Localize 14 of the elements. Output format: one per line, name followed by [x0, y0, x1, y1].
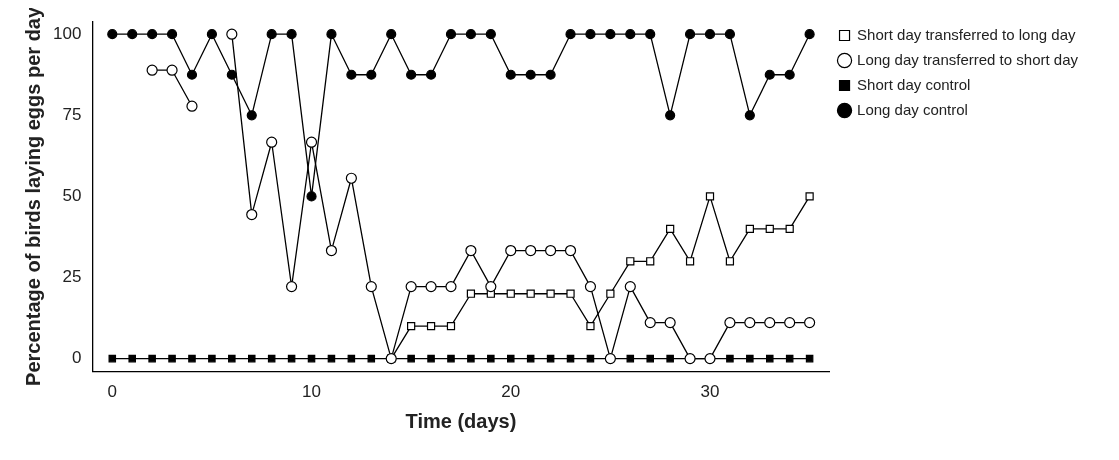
- x-tick-label: 0: [107, 382, 118, 402]
- y-tick-label: 100: [52, 23, 82, 43]
- x-tick-label: 20: [501, 382, 521, 402]
- x-tick-label: 30: [700, 382, 720, 402]
- legend-label: Short day control: [857, 75, 971, 93]
- y-tick-label: 25: [62, 267, 82, 287]
- y-tick-label: 75: [62, 104, 82, 124]
- legend-label: Long day control: [857, 100, 968, 118]
- x-axis-title: Time (days): [405, 409, 517, 432]
- x-tick-label: 10: [302, 382, 321, 402]
- legend-label: Short day transferred to long day: [857, 25, 1076, 43]
- legend-label: Long day transferred to short day: [857, 50, 1079, 68]
- y-tick-label: 50: [62, 186, 82, 206]
- y-tick-label: 0: [71, 348, 82, 368]
